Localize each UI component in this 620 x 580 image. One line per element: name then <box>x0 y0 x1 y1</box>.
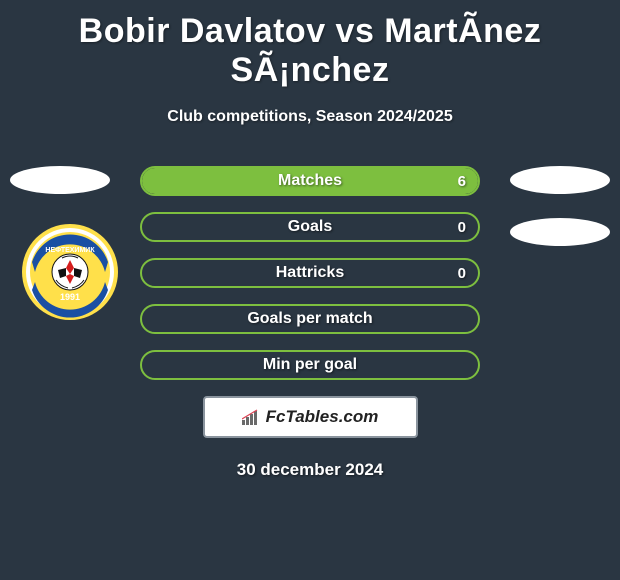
svg-text:1991: 1991 <box>60 292 80 302</box>
stat-value: 0 <box>458 265 466 282</box>
attribution-box: FcTables.com <box>203 396 418 438</box>
page-title: Bobir Davlatov vs MartÃ­nez SÃ¡nchez <box>0 0 620 90</box>
subtitle: Club competitions, Season 2024/2025 <box>0 108 620 126</box>
date-text: 30 december 2024 <box>0 460 620 480</box>
attribution-label: FcTables.com <box>266 407 379 427</box>
stat-row: Matches 6 <box>140 166 480 196</box>
right-placeholder-ellipse-1 <box>510 166 610 194</box>
stats-container: Matches 6 Goals 0 Hattricks 0 Goals per match M… <box>140 166 480 380</box>
stat-label: Goals per match <box>247 310 372 328</box>
stat-value: 6 <box>458 173 466 190</box>
stat-label: Matches <box>278 172 342 190</box>
bars-icon <box>242 409 262 425</box>
main-area: НЕФТЕХИМИК 1991 Matches 6 Goals 0 Hattricks 0… <box>0 166 620 480</box>
stat-label: Hattricks <box>276 264 344 282</box>
stat-label: Min per goal <box>263 356 357 374</box>
svg-text:НЕФТЕХИМИК: НЕФТЕХИМИК <box>45 247 95 254</box>
club-badge: НЕФТЕХИМИК 1991 <box>20 222 120 322</box>
stat-row: Goals 0 <box>140 212 480 242</box>
stat-value: 0 <box>458 219 466 236</box>
left-placeholder-ellipse <box>10 166 110 194</box>
right-placeholder-ellipse-2 <box>510 218 610 246</box>
stat-label: Goals <box>288 218 332 236</box>
stat-row: Hattricks 0 <box>140 258 480 288</box>
club-badge-svg: НЕФТЕХИМИК 1991 <box>20 222 120 322</box>
stat-row: Goals per match <box>140 304 480 334</box>
attribution-text: FcTables.com <box>242 407 379 427</box>
stat-row: Min per goal <box>140 350 480 380</box>
